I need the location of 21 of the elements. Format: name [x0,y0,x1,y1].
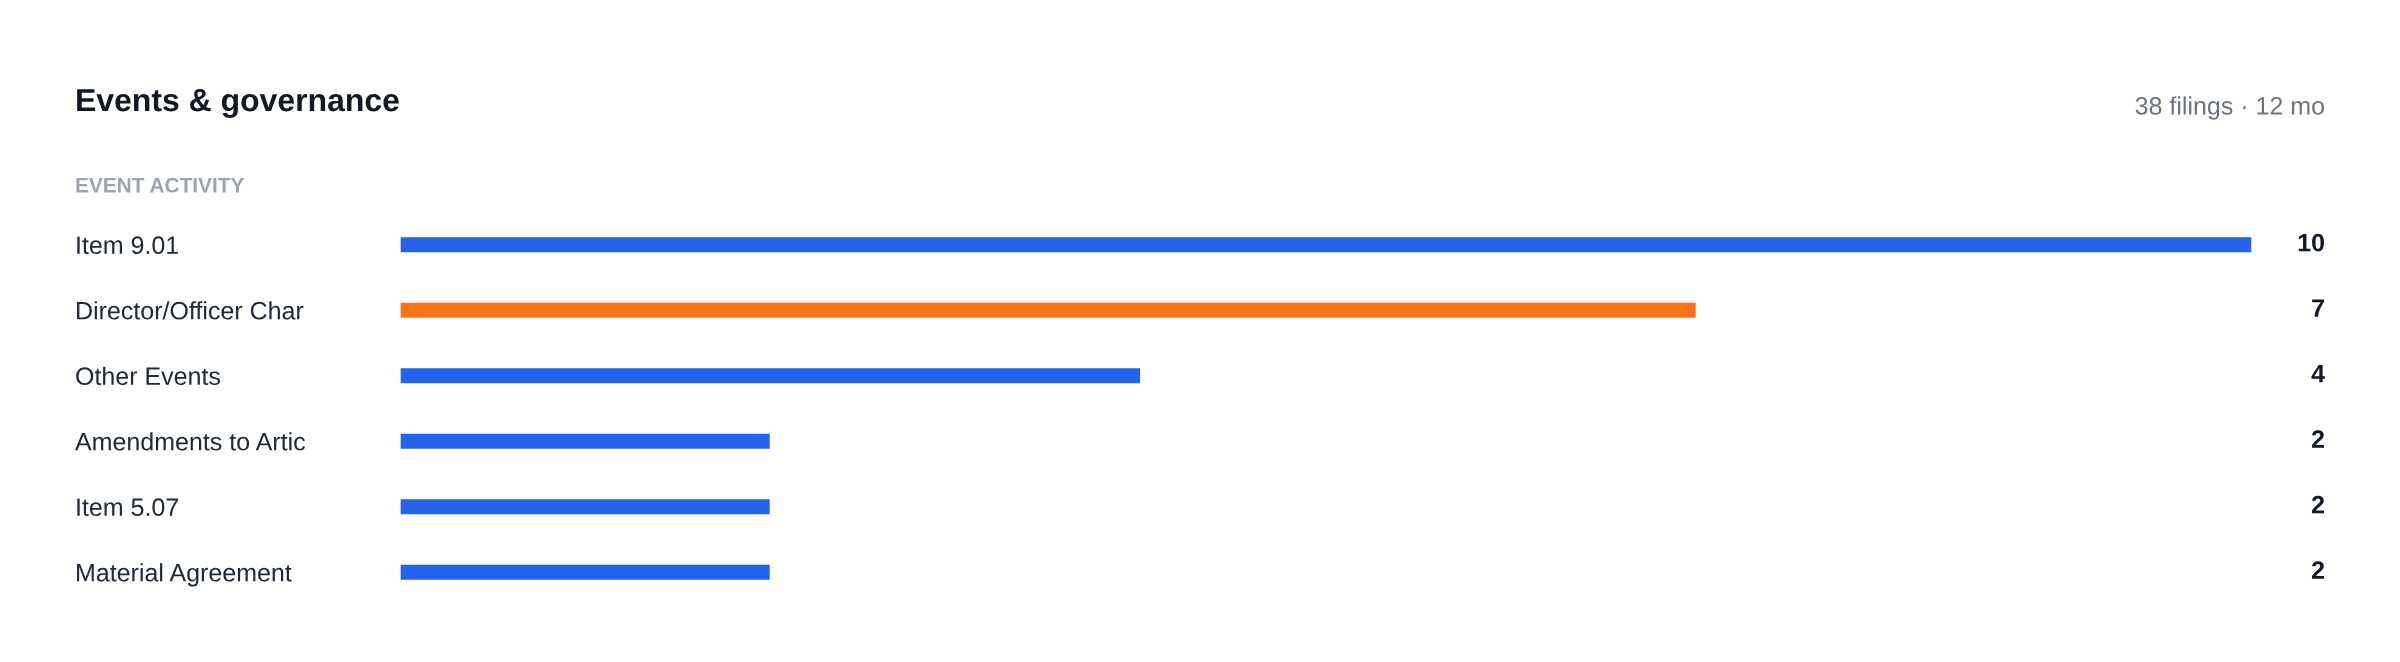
data-label: 2 [2311,495,2324,514]
text: EVENT ACTIVITY [76,177,245,193]
chart-subtitle: 38 filings · 12 mo [2135,96,2324,120]
bar [400,366,1142,385]
y-tick-label: Director/Officer Char [77,301,304,320]
y-tick-label: Item 5.07 [77,498,178,517]
bar [400,432,772,451]
chart-title: Events & governance [77,89,399,118]
data-label: 4 [2311,365,2325,383]
y-tick-label: Other Events [76,366,220,386]
data-label: 2 [2311,561,2324,579]
data-label: 10 [2298,233,2324,252]
bar [400,301,1698,320]
bar [400,497,772,516]
y-tick-label: Item 9.01 [77,236,178,255]
bar [400,235,2252,254]
y-tick-label: Material Agreement [77,563,292,587]
data-label: 2 [2311,430,2324,448]
data-label: 7 [2312,299,2324,317]
bar [400,563,772,582]
y-tick-label: Amendments to Artic [75,432,305,451]
